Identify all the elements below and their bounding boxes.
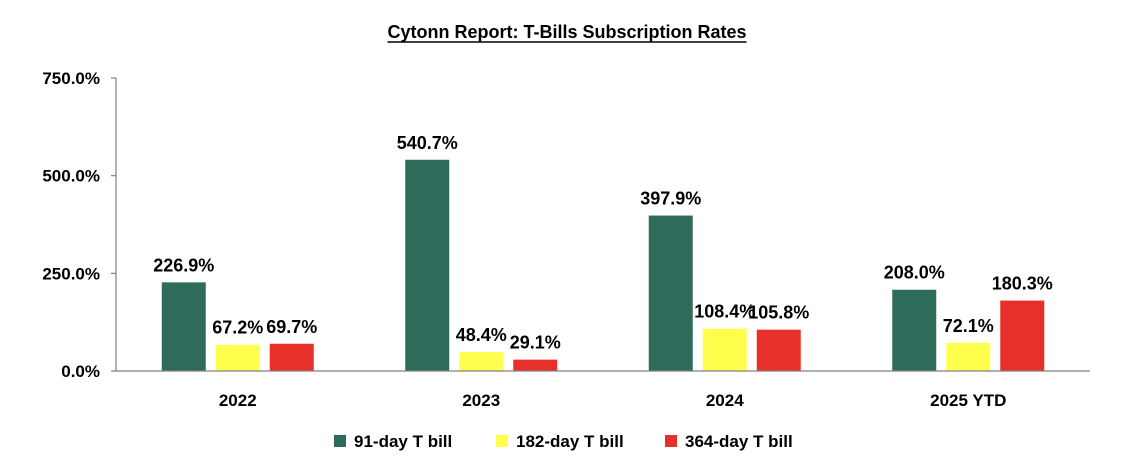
data-label: 226.9% (153, 255, 214, 275)
data-label: 105.8% (748, 303, 809, 323)
y-tick-label: 250.0% (42, 264, 100, 283)
x-tick-label: 2025 YTD (930, 391, 1006, 410)
x-tick-label: 2023 (462, 391, 500, 410)
data-label: 108.4% (694, 302, 755, 322)
data-label: 208.0% (884, 263, 945, 283)
bar-364day-2022 (269, 343, 314, 371)
data-label: 540.7% (397, 133, 458, 153)
data-label: 72.1% (943, 316, 994, 336)
bar-182day-2025-ytd (946, 342, 991, 371)
data-label: 397.9% (640, 189, 701, 209)
legend-swatch (665, 435, 677, 447)
y-axis: 0.0% 250.0% 500.0% 750.0% (42, 69, 117, 381)
bar-182day-2022 (215, 344, 260, 371)
y-tick-label: 750.0% (42, 69, 100, 88)
bar-91day-2023 (405, 159, 450, 371)
bar-91day-2024 (648, 215, 693, 371)
bar-labels-group: 226.9% 67.2% 69.7% 540.7% 48.4% 29.1% 397.9% 10… (153, 133, 1053, 353)
bar-182day-2023 (459, 352, 504, 371)
bars-group (161, 159, 1045, 371)
bar-91day-2022 (161, 282, 206, 371)
legend-label: 91-day T bill (354, 432, 452, 451)
y-tick-label: 0.0% (61, 362, 100, 381)
data-label: 67.2% (212, 318, 263, 338)
bar-91day-2025-ytd (892, 289, 937, 371)
legend: 91-day T bill 182-day T bill 364-day T bil… (334, 432, 793, 451)
bar-182day-2024 (702, 328, 747, 371)
legend-swatch (496, 435, 508, 447)
x-axis: 2022 2023 2024 2025 YTD (116, 370, 1090, 410)
data-label: 180.3% (992, 274, 1053, 294)
legend-label: 364-day T bill (685, 432, 793, 451)
legend-swatch (334, 435, 346, 447)
data-label: 48.4% (456, 325, 507, 345)
legend-label: 182-day T bill (516, 432, 624, 451)
x-tick-label: 2022 (219, 391, 257, 410)
bar-364day-2024 (756, 329, 801, 371)
x-tick-label: 2024 (706, 391, 744, 410)
data-label: 29.1% (510, 333, 561, 353)
chart-title: Cytonn Report: T-Bills Subscription Rate… (387, 22, 746, 42)
bar-364day-2023 (513, 359, 558, 371)
y-tick-label: 500.0% (42, 167, 100, 186)
bar-364day-2025-ytd (1000, 300, 1045, 371)
data-label: 69.7% (266, 317, 317, 337)
